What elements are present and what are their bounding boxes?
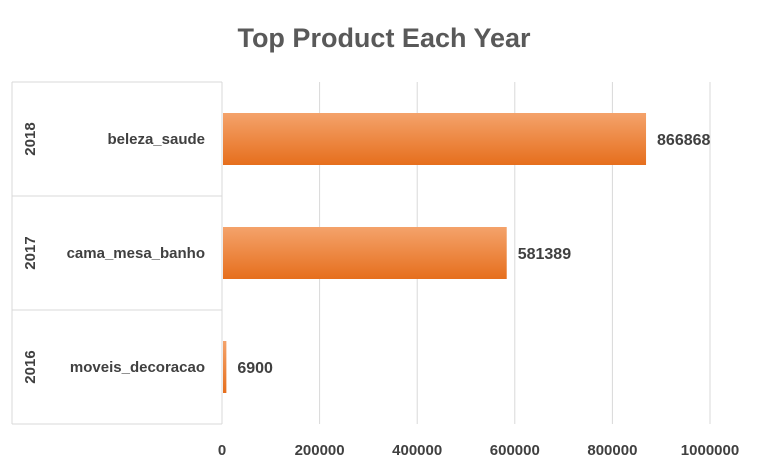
data-label: 866868 bbox=[657, 132, 710, 149]
x-tick-label: 600000 bbox=[490, 442, 540, 459]
bar bbox=[223, 227, 507, 279]
x-tick-label: 400000 bbox=[392, 442, 442, 459]
category-label: moveis_decoracao bbox=[70, 359, 205, 376]
category-label: beleza_saude bbox=[107, 131, 205, 148]
x-tick-label: 0 bbox=[218, 442, 226, 459]
data-label: 6900 bbox=[237, 360, 273, 377]
bars bbox=[223, 113, 647, 393]
data-label: 581389 bbox=[518, 246, 571, 263]
chart-title: Top Product Each Year bbox=[237, 23, 531, 53]
group-label: 2017 bbox=[22, 236, 39, 269]
group-label: 2016 bbox=[22, 350, 39, 383]
x-tick-label: 800000 bbox=[587, 442, 637, 459]
bar bbox=[223, 113, 647, 165]
category-axis bbox=[11, 81, 223, 425]
group-labels: 2018 2017 2016 bbox=[22, 122, 39, 383]
category-label: cama_mesa_banho bbox=[67, 245, 205, 262]
category-labels: beleza_saude cama_mesa_banho moveis_decora… bbox=[67, 131, 205, 376]
x-tick-label: 1000000 bbox=[681, 442, 739, 459]
x-tick-labels: 0 200000 400000 600000 800000 1000000 bbox=[218, 442, 739, 459]
group-label: 2018 bbox=[22, 122, 39, 155]
x-tick-label: 200000 bbox=[295, 442, 345, 459]
bar bbox=[223, 341, 227, 393]
data-labels: 866868 581389 6900 bbox=[237, 132, 710, 377]
